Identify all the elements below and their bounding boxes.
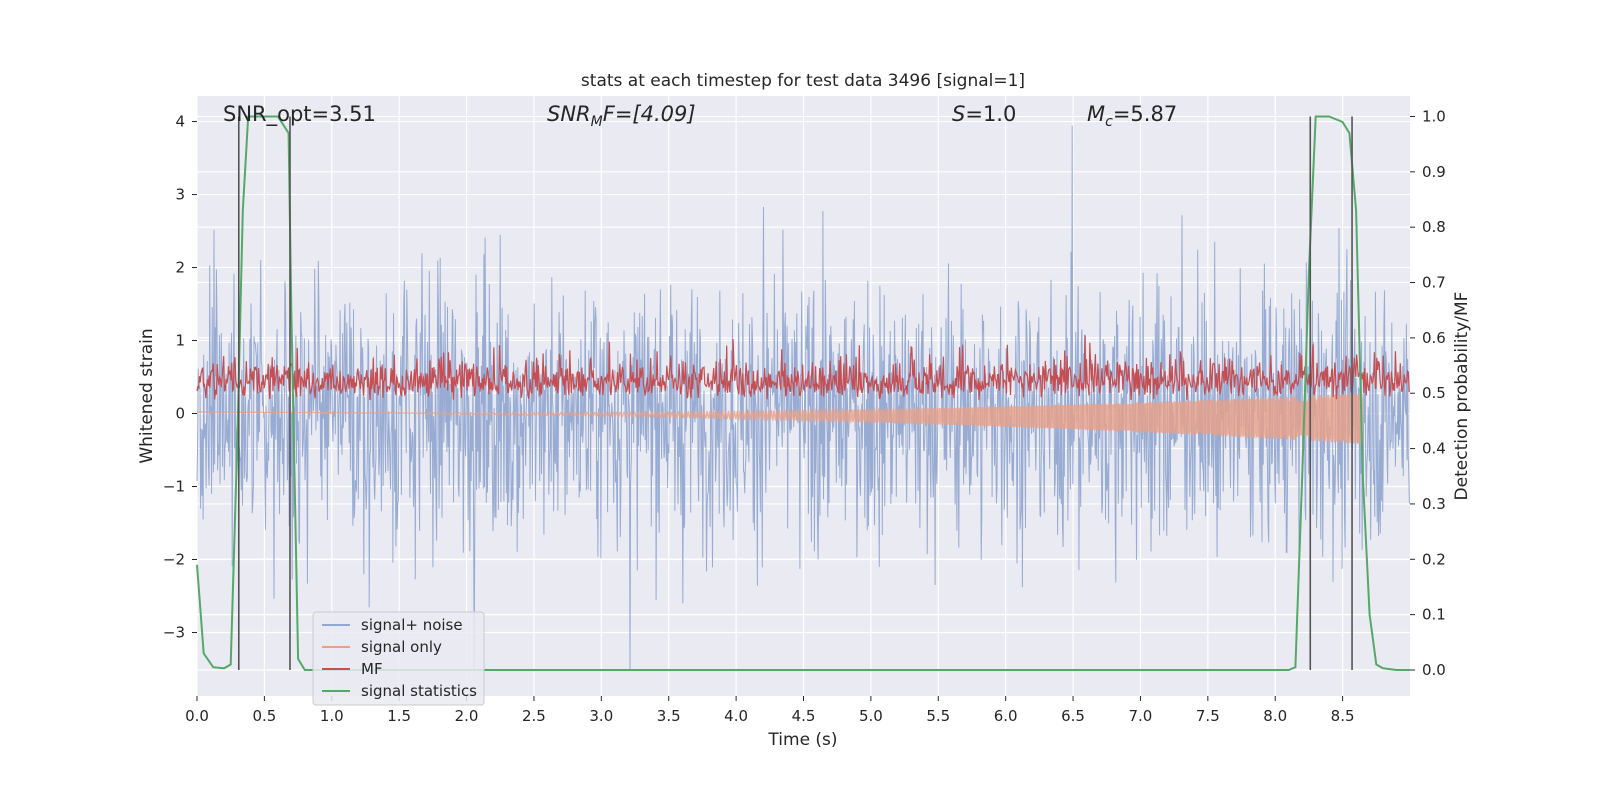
x-tick-label: 0.5	[252, 707, 276, 725]
x-tick-label: 3.0	[589, 707, 613, 725]
x-tick-label: 8.0	[1263, 707, 1287, 725]
y-tick-label: 4	[175, 113, 185, 131]
x-tick-label: 1.5	[387, 707, 411, 725]
mc-sub: c	[1105, 114, 1113, 130]
x-tick-label: 4.0	[724, 707, 748, 725]
legend-box	[312, 611, 485, 706]
s-main: S	[952, 102, 965, 126]
x-tick-label: 2.0	[455, 707, 479, 725]
y-right-tick-label: 0.9	[1422, 163, 1446, 181]
chart-title: stats at each timestep for test data 349…	[581, 71, 1025, 91]
legend-label-mf: MF	[361, 660, 383, 678]
y-tick-label: 1	[175, 332, 185, 350]
y-right-tick-label: 0.3	[1422, 495, 1446, 513]
x-tick-label: 7.5	[1196, 707, 1220, 725]
plot-series	[196, 115, 1410, 671]
x-tick-label: 3.5	[657, 707, 681, 725]
legend-label-signal-statistics: signal statistics	[361, 682, 477, 700]
snr-mf-sub: M	[591, 114, 603, 130]
y-right-tick-label: 0.0	[1422, 661, 1446, 679]
y-tick-label: −1	[163, 478, 185, 496]
legend-label-signal-noise: signal+ noise	[361, 616, 463, 634]
y-right-tick-label: 1.0	[1422, 107, 1446, 125]
y-right-tick-label: 0.5	[1422, 384, 1446, 402]
snr-mf-main: SNR	[547, 102, 591, 126]
y-tick-label: 2	[175, 259, 185, 277]
x-tick-label: 7.0	[1129, 707, 1153, 725]
tick-labels: 0.0 0.5 1.0 1.5 2.0 2.5 3.0 3.5 4.0 4.5 5.0 5.5 6.0 6…	[163, 107, 1446, 725]
y-right-axis-label: Detection probability/MF	[1452, 292, 1472, 501]
x-tick-label: 6.0	[994, 707, 1018, 725]
y-right-tick-label: 0.8	[1422, 218, 1446, 236]
x-tick-label: 8.5	[1331, 707, 1355, 725]
detection-markers	[237, 116, 1353, 670]
y-tick-label: −2	[163, 551, 185, 569]
y-right-tick-label: 0.7	[1422, 274, 1446, 292]
y-tick-label: 0	[175, 405, 185, 423]
mf-line	[196, 334, 1410, 401]
snr-opt-annotation: SNR_opt=3.51	[223, 102, 376, 127]
y-axis-label: Whitened strain	[137, 328, 157, 463]
x-tick-label: 5.5	[926, 707, 950, 725]
s-rest: =1.0	[965, 102, 1016, 126]
x-axis-label: Time (s)	[767, 730, 837, 750]
y-tick-label: −3	[163, 623, 185, 641]
y-right-tick-label: 0.2	[1422, 550, 1446, 568]
mc-rest: =5.87	[1113, 102, 1177, 126]
y-right-tick-label: 0.6	[1422, 329, 1446, 347]
x-tick-label: 6.5	[1061, 707, 1085, 725]
y-tick-label: 3	[175, 186, 185, 204]
s-annotation: S=1.0	[952, 102, 1016, 126]
signal-statistics-line	[196, 115, 1410, 671]
x-tick-label: 0.0	[185, 707, 209, 725]
snr-mf-annotation: SNRMF=[4.09]	[547, 102, 696, 130]
x-tick-label: 4.5	[792, 707, 816, 725]
y-right-tick-label: 0.4	[1422, 440, 1446, 458]
mc-main: M	[1087, 102, 1105, 126]
mc-annotation: Mc=5.87	[1087, 102, 1177, 130]
y-right-tick-label: 0.1	[1422, 606, 1446, 624]
legend-label-signal-only: signal only	[361, 638, 442, 656]
x-tick-label: 1.0	[320, 707, 344, 725]
signal-only-line	[197, 393, 1364, 444]
snr-mf-rest: F=[4.09]	[603, 102, 696, 126]
x-tick-label: 2.5	[522, 707, 546, 725]
x-tick-label: 5.0	[859, 707, 883, 725]
legend: signal+ noise signal only MF signal stat…	[312, 611, 485, 706]
